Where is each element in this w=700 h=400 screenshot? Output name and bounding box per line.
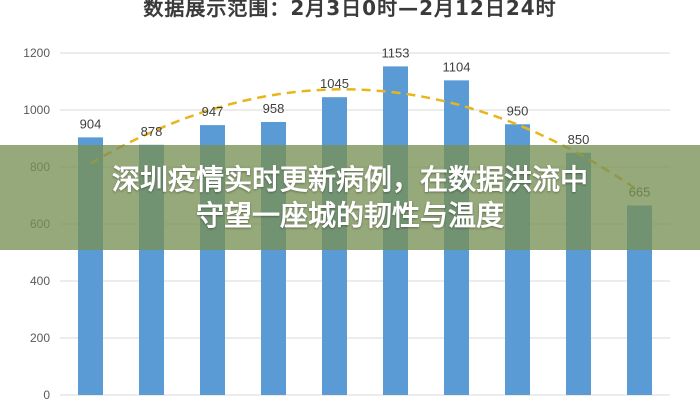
y-tick-label: 1200 (23, 46, 50, 60)
y-tick-label: 1000 (23, 103, 50, 117)
headline-line-1: 深圳疫情实时更新病例，在数据洪流中 (111, 162, 588, 196)
y-tick-label: 0 (43, 388, 50, 400)
data-label: 958 (263, 101, 285, 116)
headline-line-2: 守望一座城的韧性与温度 (195, 198, 504, 232)
data-label: 1153 (382, 45, 410, 60)
data-label: 950 (507, 103, 529, 118)
data-label: 947 (202, 104, 224, 119)
data-label: 1045 (320, 76, 349, 91)
bars (78, 66, 652, 396)
trendline-layer (89, 88, 641, 193)
data-label: 904 (80, 116, 102, 131)
chart-title: 数据展示范围：2月3日0时—2月12日24时 (143, 0, 557, 20)
trendline (89, 88, 641, 193)
y-tick-label: 400 (30, 274, 50, 288)
data-label: 1104 (443, 59, 471, 74)
headline-overlay: 深圳疫情实时更新病例，在数据洪流中 守望一座城的韧性与温度 (0, 145, 700, 250)
y-tick-label: 200 (30, 331, 50, 345)
data-label: 850 (568, 132, 590, 147)
data-label: 878 (141, 124, 163, 139)
